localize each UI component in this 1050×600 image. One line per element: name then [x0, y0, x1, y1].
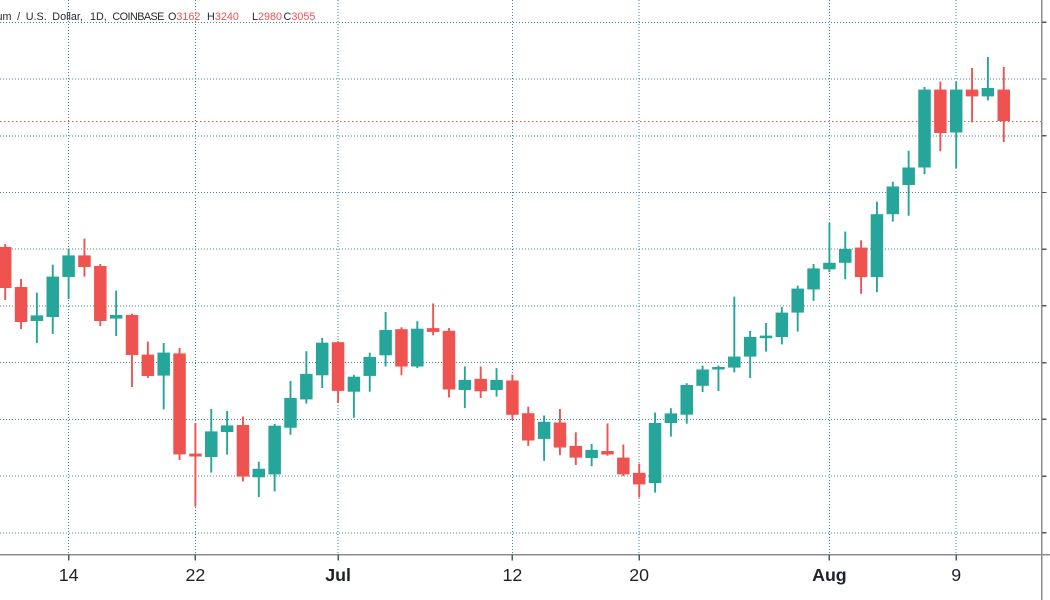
svg-text:Aug: Aug [812, 565, 847, 585]
svg-text:9: 9 [951, 565, 961, 585]
svg-text:22: 22 [186, 565, 206, 585]
svg-text:Jul: Jul [325, 565, 351, 585]
svg-text:20: 20 [629, 565, 649, 585]
svg-text:14: 14 [59, 565, 79, 585]
svg-text:12: 12 [503, 565, 523, 585]
